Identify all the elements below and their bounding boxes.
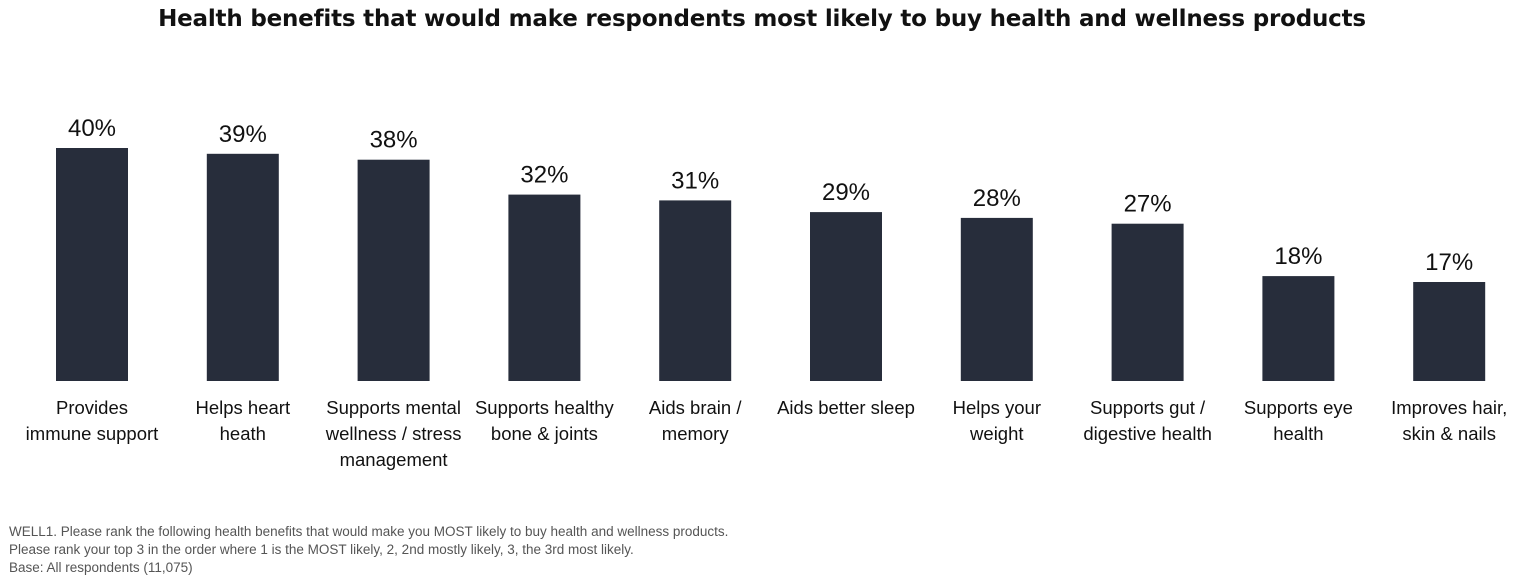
data-label: 18% <box>1274 243 1322 270</box>
data-label: 40% <box>68 115 116 142</box>
bar-chart: 40% 39% 38% 32% 31% 29% 28% 27% 18% 17% Provides i… <box>26 115 1508 470</box>
category-label-line: heath <box>220 423 266 444</box>
category-label: Helps your weight <box>953 397 1041 444</box>
bar <box>1111 223 1184 381</box>
category-label: Aids better sleep <box>777 397 915 418</box>
category-label: Supports mental wellness / stress manageme… <box>325 397 462 470</box>
bars-layer <box>56 148 1486 381</box>
category-label-line: immune support <box>26 423 159 444</box>
data-label: 38% <box>370 127 418 154</box>
category-label-line: Supports mental <box>326 397 461 418</box>
bar <box>1262 276 1335 381</box>
category-label-line: Supports healthy <box>475 397 615 418</box>
category-label: Provides immune support <box>26 397 159 444</box>
chart-title: Health benefits that would make responde… <box>158 6 1366 32</box>
footnote: WELL1. Please rank the following health … <box>9 523 728 577</box>
data-label: 31% <box>671 167 719 194</box>
category-label-line: memory <box>662 423 730 444</box>
category-label-line: Aids brain / <box>649 397 742 418</box>
data-label: 29% <box>822 179 870 206</box>
category-label-line: Helps your <box>953 397 1041 418</box>
category-label-line: bone & joints <box>491 423 598 444</box>
category-label: Supports gut / digestive health <box>1083 397 1212 444</box>
footnote-instruction: Please rank your top 3 in the order wher… <box>9 542 634 557</box>
footnote-question: WELL1. Please rank the following health … <box>9 524 729 539</box>
data-label: 28% <box>973 185 1021 212</box>
category-label-line: Helps heart <box>195 397 290 418</box>
category-label-line: Supports gut / <box>1090 397 1206 418</box>
bar <box>357 159 430 381</box>
category-label-line: wellness / stress <box>325 423 462 444</box>
value-labels-layer: 40% 39% 38% 32% 31% 29% 28% 27% 18% 17% <box>68 115 1473 276</box>
bar <box>206 153 279 381</box>
category-labels-layer: Provides immune support Helps heart heath Su… <box>26 397 1508 470</box>
bar <box>810 212 882 381</box>
bar <box>56 148 128 381</box>
bar <box>960 217 1033 381</box>
category-label-line: Aids better sleep <box>777 397 915 418</box>
category-label: Supports eye health <box>1244 397 1353 444</box>
category-label: Aids brain / memory <box>649 397 742 444</box>
category-label: Supports healthy bone & joints <box>475 397 615 444</box>
bar <box>508 194 581 381</box>
data-label: 39% <box>219 121 267 148</box>
category-label-line: Provides <box>56 397 128 418</box>
category-label: Helps heart heath <box>195 397 290 444</box>
category-label-line: Supports eye <box>1244 397 1353 418</box>
category-label-line: digestive health <box>1083 423 1212 444</box>
data-label: 17% <box>1425 249 1473 276</box>
data-label: 27% <box>1124 191 1172 218</box>
category-label-line: Improves hair, <box>1391 397 1507 418</box>
category-label: Improves hair, skin & nails <box>1391 397 1507 444</box>
category-label-line: management <box>340 449 448 470</box>
data-label: 32% <box>520 162 568 189</box>
footnote-base: Base: All respondents (11,075) <box>9 560 193 575</box>
bar <box>659 200 732 381</box>
category-label-line: weight <box>969 423 1023 444</box>
bar <box>1413 282 1486 381</box>
category-label-line: skin & nails <box>1402 423 1496 444</box>
category-label-line: health <box>1273 423 1323 444</box>
